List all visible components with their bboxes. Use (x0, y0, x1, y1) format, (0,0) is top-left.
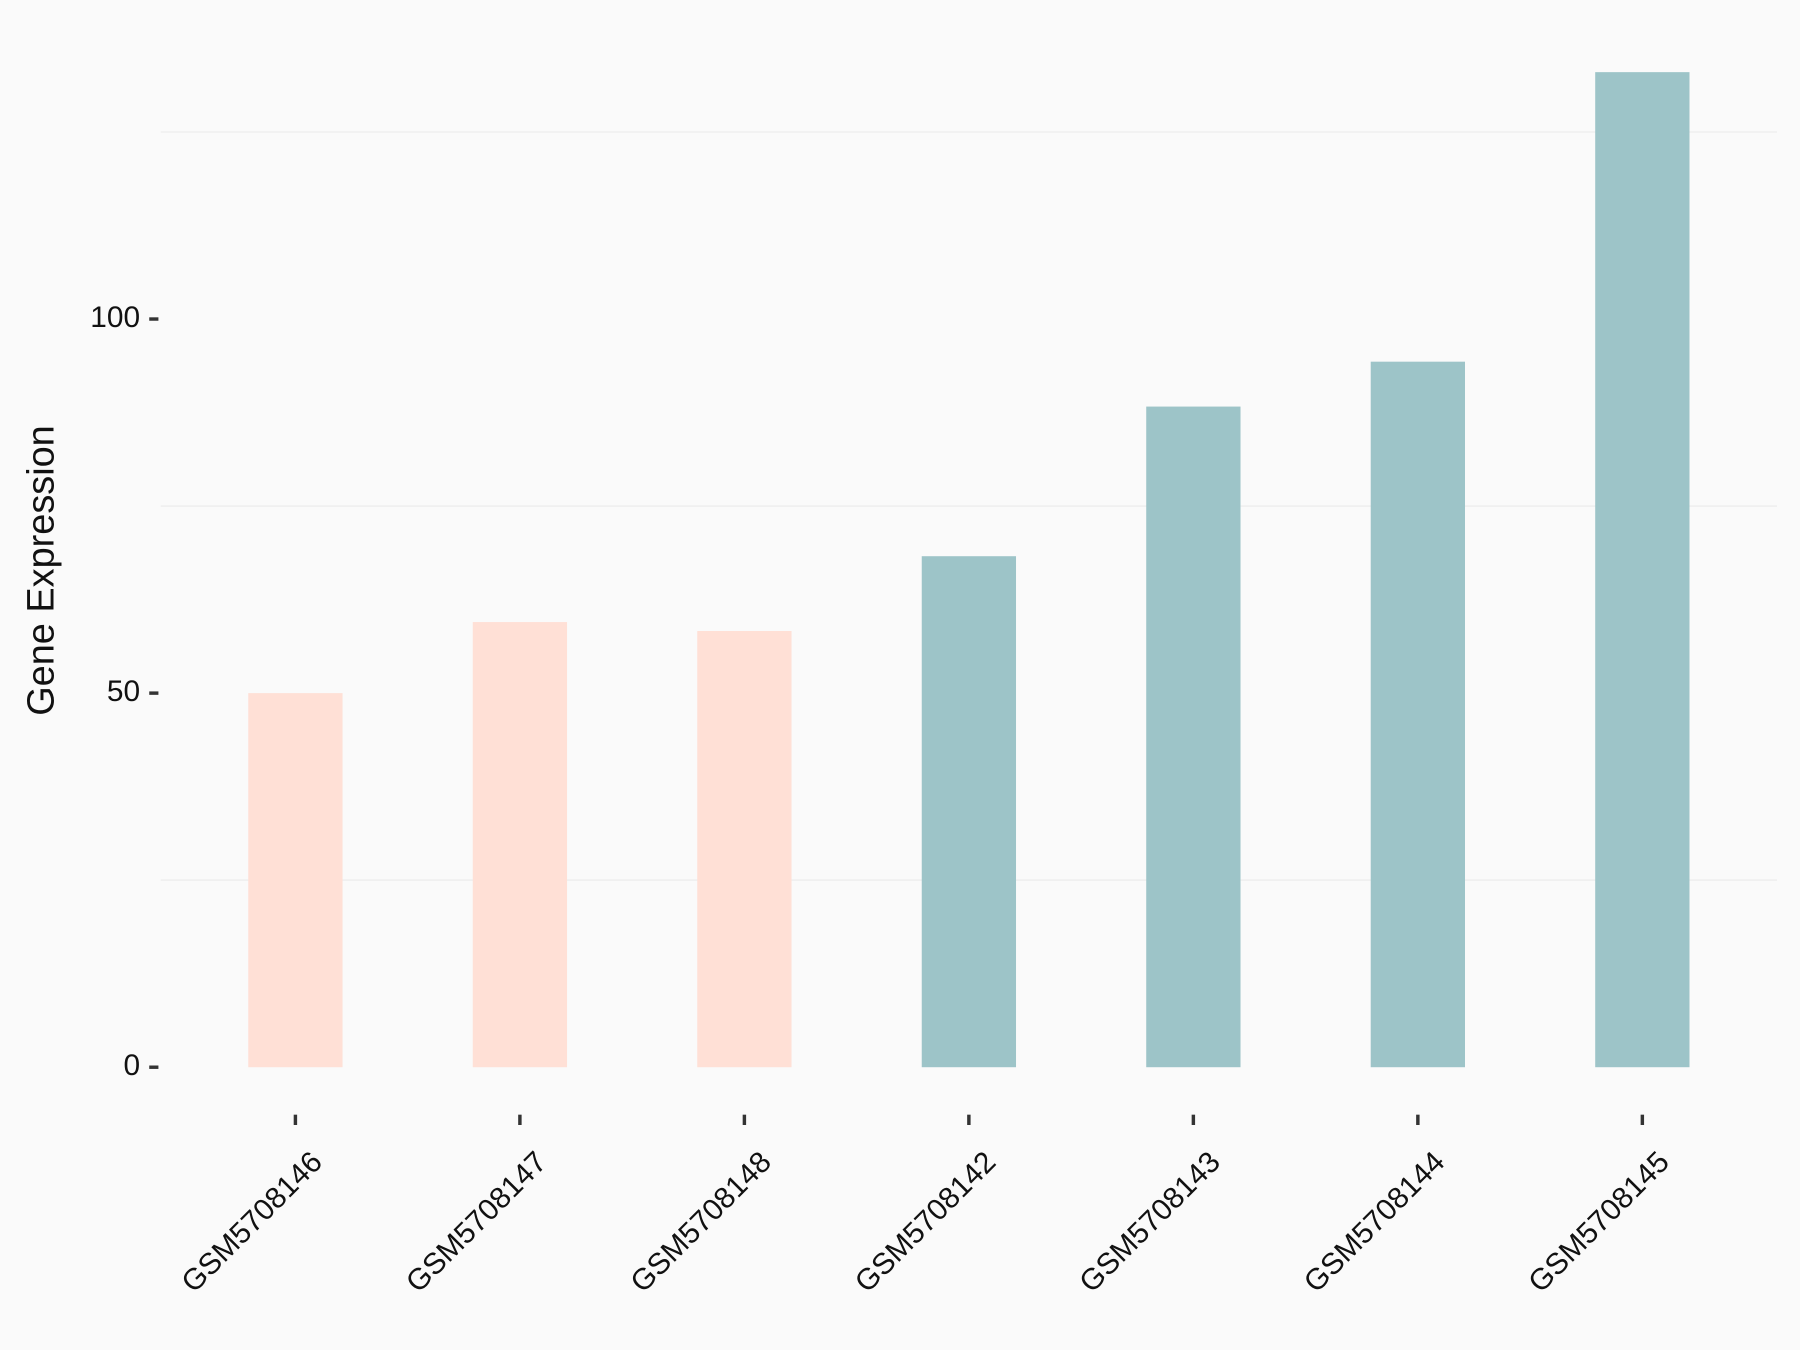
bar (1146, 406, 1241, 1068)
bar (472, 622, 568, 1068)
y-tick-label: 100 (90, 301, 140, 334)
y-tick-label: 50 (107, 675, 140, 708)
bar (921, 556, 1017, 1068)
bar (248, 693, 343, 1068)
y-tick-label: 0 (123, 1049, 140, 1082)
bar (1370, 361, 1465, 1068)
bar (697, 631, 792, 1068)
y-axis-title: Gene Expression (21, 425, 63, 716)
bar (1595, 72, 1690, 1068)
